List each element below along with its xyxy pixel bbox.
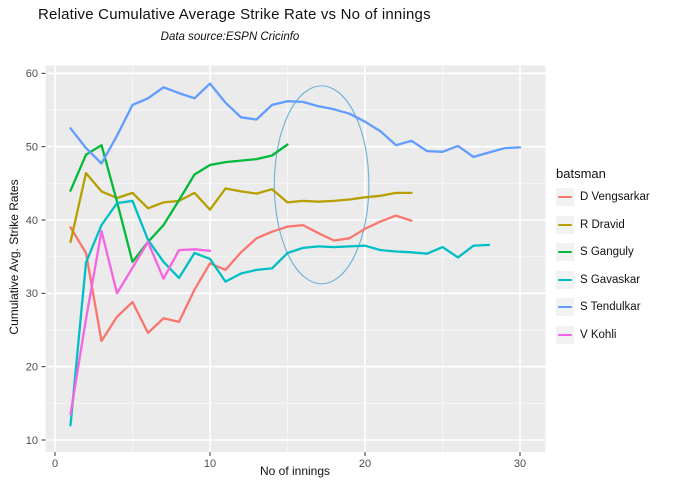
legend-entry: V Kohli [556, 325, 674, 344]
legend-key-swatch [556, 270, 574, 289]
legend-label: D Vengsarkar [580, 191, 650, 203]
y-tick-label: 20 [26, 362, 38, 374]
legend-label: V Kohli [580, 328, 617, 341]
legend-entry: S Ganguly [556, 243, 674, 261]
y-tick-label: 60 [26, 68, 38, 80]
x-tick-label: 0 [52, 458, 58, 470]
legend-key-swatch [556, 325, 574, 344]
x-tick-label: 20 [359, 458, 371, 470]
panel-background [45, 65, 546, 452]
series-line-d-vengsarkar [69, 214, 413, 343]
legend-label: S Ganguly [580, 246, 634, 258]
x-tick-label: 30 [514, 458, 526, 470]
series-line-s-tendulkar [69, 82, 522, 165]
legend-label: S Gavaskar [580, 273, 641, 286]
series-line-s-gavaskar [69, 199, 491, 427]
legend-key-swatch [556, 298, 574, 316]
legend: batsman D Vengsarkar R Dravid S Ganguly S G… [556, 166, 674, 353]
y-tick-label: 30 [26, 288, 38, 300]
legend-title: batsman [556, 166, 606, 181]
legend-key-swatch [556, 188, 574, 206]
legend-entry: R Dravid [556, 215, 674, 234]
legend-entry: D Vengsarkar [556, 188, 674, 206]
legend-label: R Dravid [580, 218, 625, 231]
legend-key-swatch [556, 215, 574, 234]
chart-title: Relative Cumulative Average Strike Rate … [38, 6, 431, 23]
y-tick-label: 40 [26, 215, 38, 227]
legend-label: S Tendulkar [580, 301, 641, 313]
x-tick-label: 10 [204, 458, 216, 470]
series-line-s-ganguly [69, 143, 289, 263]
legend-entry: S Tendulkar [556, 298, 674, 316]
annotation-ellipse [273, 85, 370, 285]
x-axis-title: No of innings [259, 464, 331, 478]
y-tick-label: 50 [26, 142, 38, 154]
y-axis-title: Cumulative Avg. Strike Rates [7, 179, 21, 335]
y-tick-label: 10 [26, 435, 38, 447]
legend-key-swatch [556, 243, 574, 261]
chart-subtitle: Data source:ESPN Cricinfo [160, 31, 300, 43]
legend-entry: S Gavaskar [556, 270, 674, 289]
series-line-v-kohli [69, 229, 212, 416]
legend-entries: D Vengsarkar R Dravid S Ganguly S Gavaskar S… [556, 188, 674, 344]
series-line-r-dravid [69, 171, 413, 244]
